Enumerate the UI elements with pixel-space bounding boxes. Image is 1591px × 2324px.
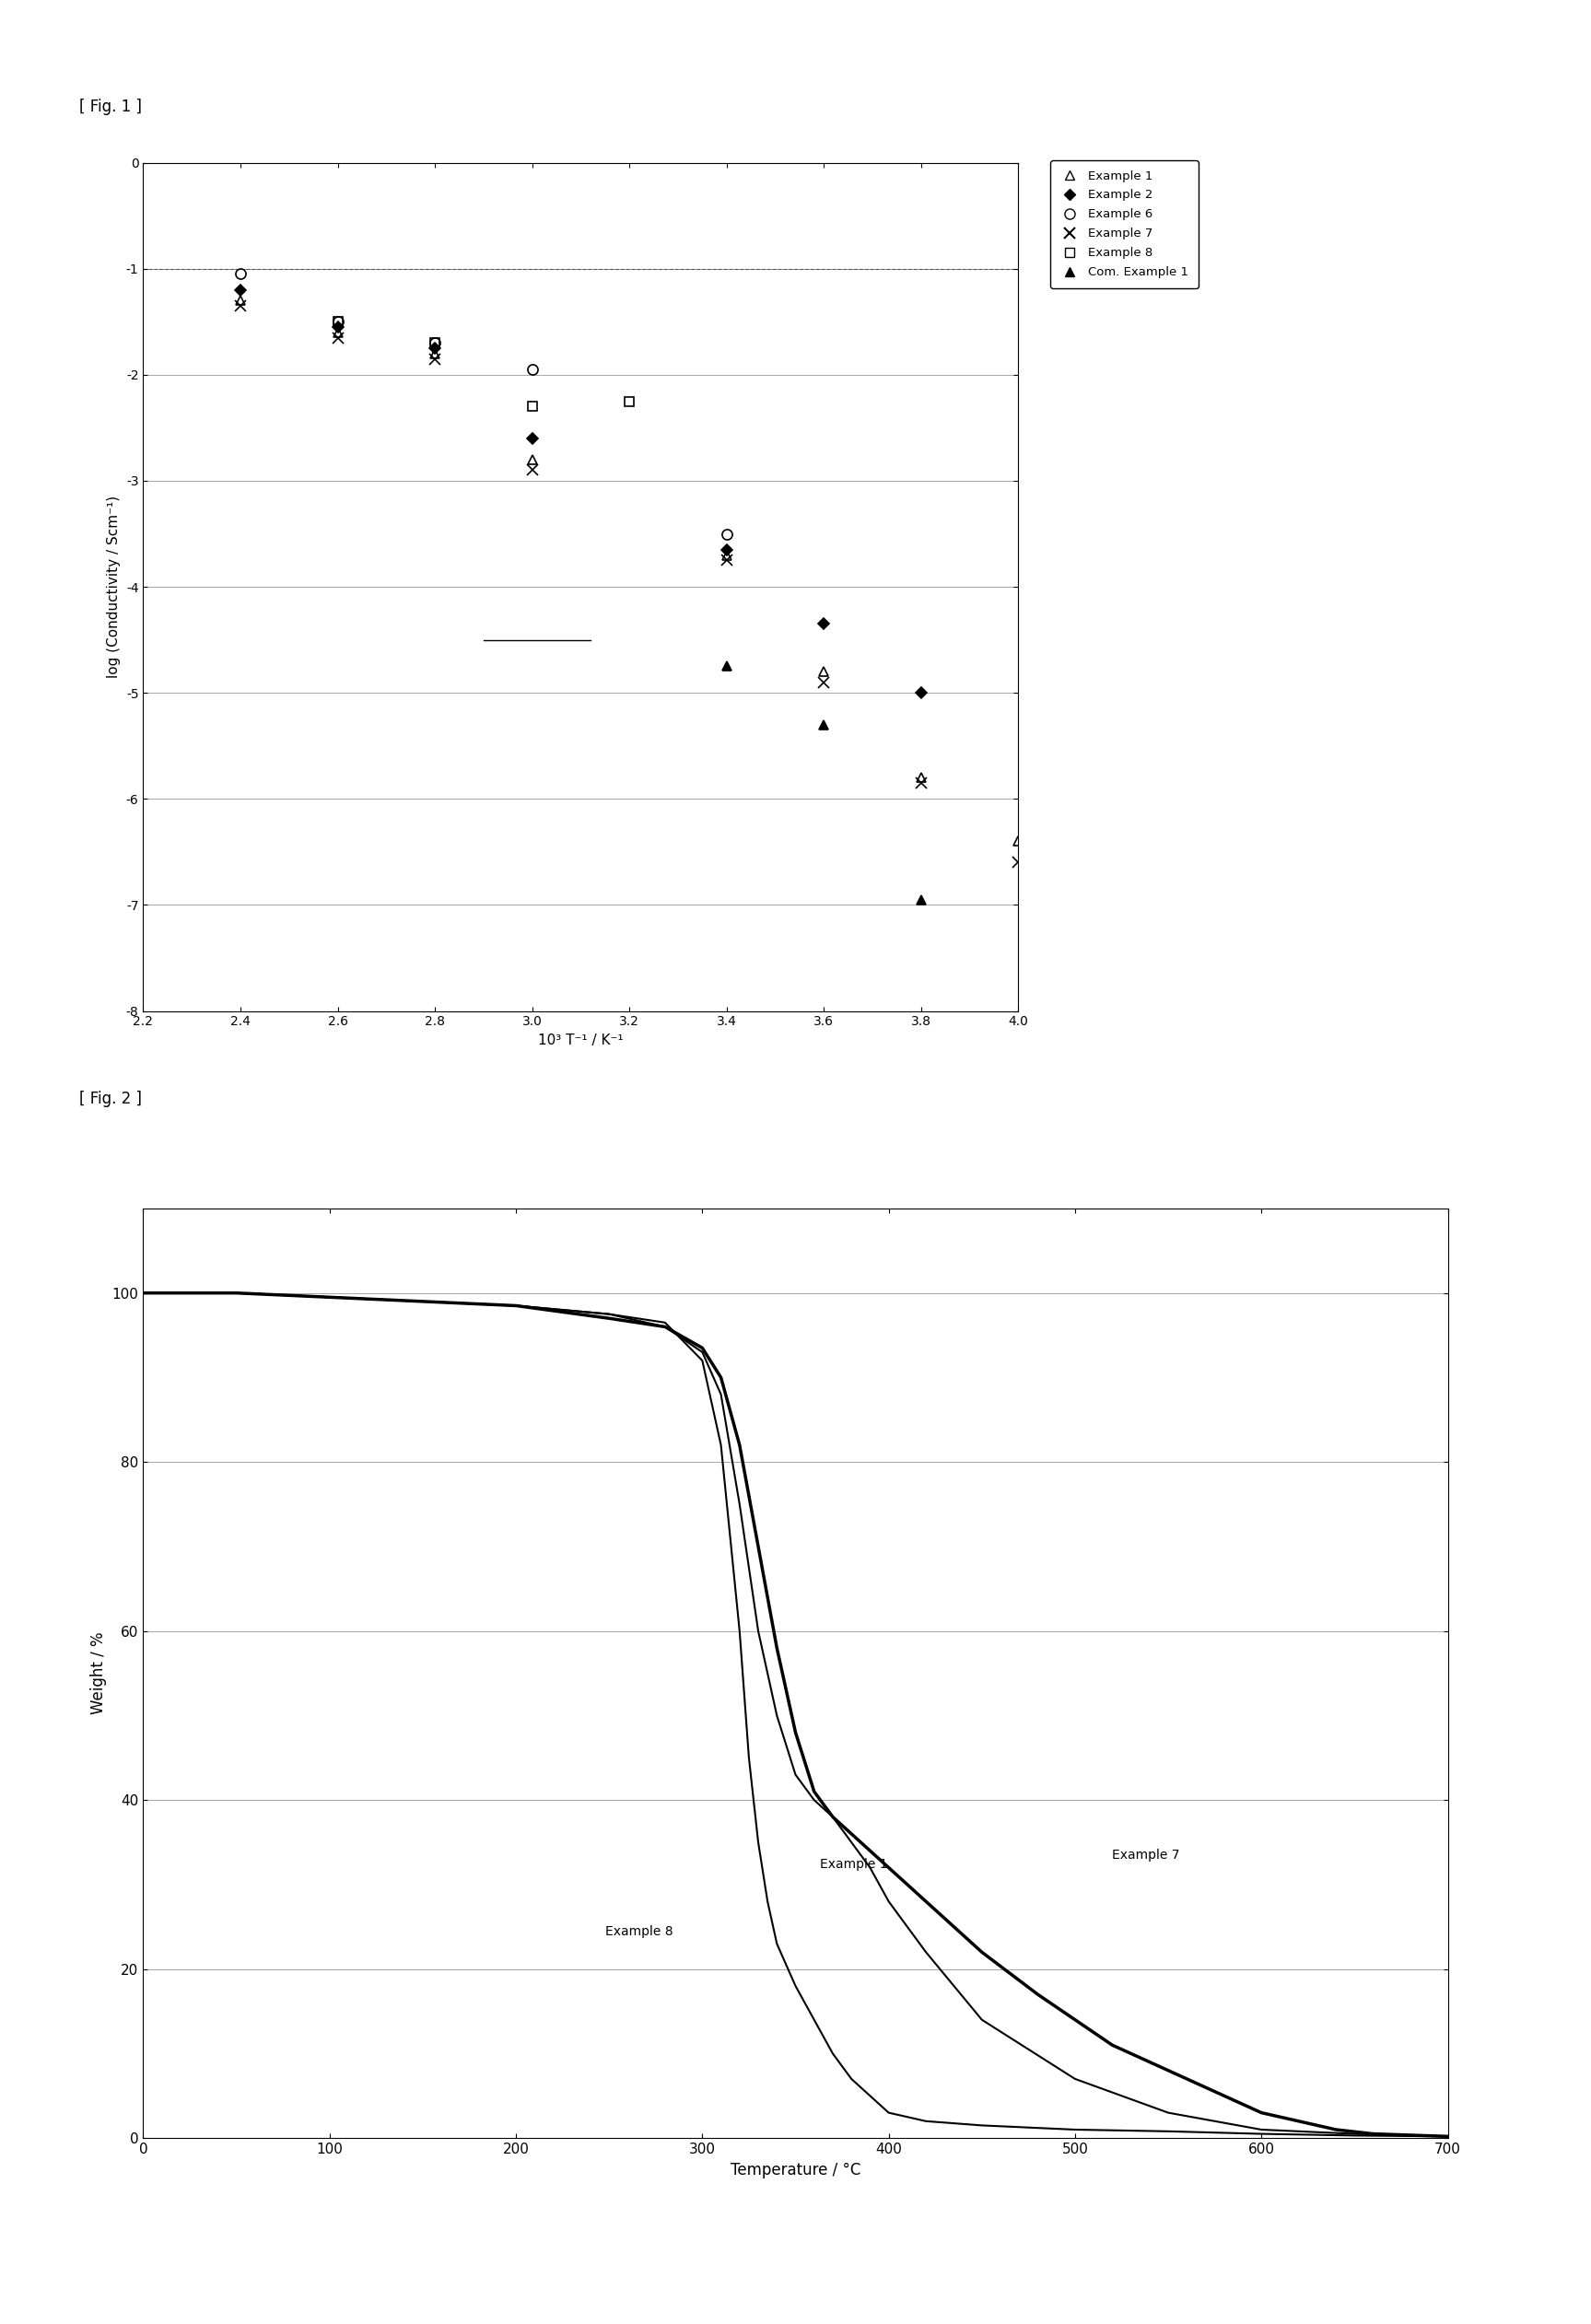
Text: Example 1: Example 1 [819,1857,888,1871]
Text: Example 8: Example 8 [606,1924,673,1938]
Y-axis label: Weight / %: Weight / % [91,1631,107,1715]
Text: [ Fig. 1 ]: [ Fig. 1 ] [80,98,142,116]
Text: [ Fig. 2 ]: [ Fig. 2 ] [80,1090,142,1109]
X-axis label: Temperature / °C: Temperature / °C [730,2161,861,2178]
Text: Example 7: Example 7 [1112,1850,1181,1862]
X-axis label: 10³ T⁻¹ / K⁻¹: 10³ T⁻¹ / K⁻¹ [538,1034,624,1048]
Y-axis label: log (Conductivity / Scm⁻¹): log (Conductivity / Scm⁻¹) [107,495,121,679]
Legend: Example 1, Example 2, Example 6, Example 7, Example 8, Com. Example 1: Example 1, Example 2, Example 6, Example… [1050,160,1198,288]
